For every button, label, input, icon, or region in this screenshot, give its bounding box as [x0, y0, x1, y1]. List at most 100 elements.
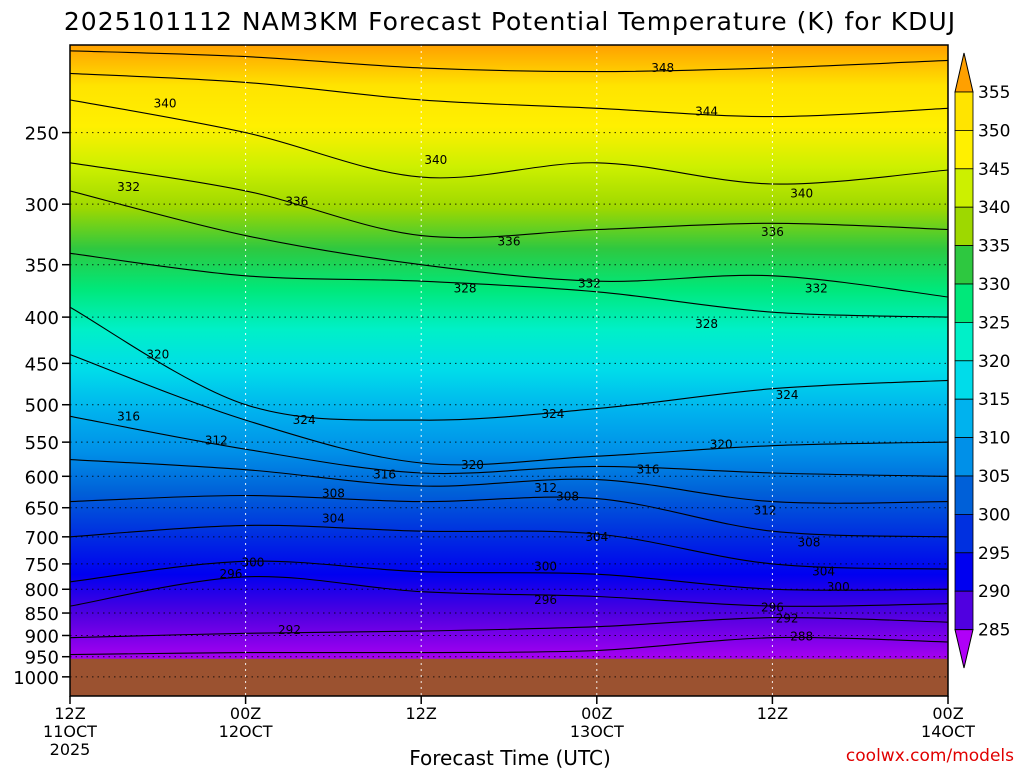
- colorbar-label: 305: [978, 467, 1010, 487]
- contour-label: 320: [461, 458, 484, 472]
- y-tick-label: 550: [25, 433, 59, 454]
- contour-label: 324: [293, 413, 316, 427]
- colorbar-swatch: [954, 321, 974, 362]
- colorbar-label: 315: [978, 390, 1010, 410]
- x-tick-label: 14OCT: [921, 722, 975, 741]
- contour-label: 300: [534, 560, 557, 574]
- isotherm-contours: [70, 50, 948, 656]
- contour-label: 320: [146, 348, 169, 362]
- colorbar-label: 300: [978, 505, 1010, 525]
- contour-label: 300: [241, 555, 264, 569]
- isotherm-332: [70, 190, 948, 298]
- colorbar-swatch: [954, 437, 974, 477]
- colorbar: 355 350 345 340 335 330 325 320 315 310 305 300 295 2…: [954, 52, 1010, 669]
- isotherm-320: [70, 353, 948, 466]
- x-tick-label: 13OCT: [570, 722, 624, 741]
- y-tick-label: 500: [25, 396, 59, 417]
- isotherm-308: [70, 494, 948, 538]
- colorbar-top-arrow: [954, 52, 974, 93]
- contour-label: 288: [790, 629, 813, 643]
- x-tick-label: 12Z: [406, 704, 437, 723]
- colorbar-label: 340: [978, 198, 1010, 218]
- contour-label: 344: [695, 105, 718, 119]
- y-tick-label: 900: [25, 626, 59, 647]
- y-tick-label: 700: [25, 528, 59, 549]
- colorbar-swatch: [954, 91, 974, 131]
- contour-label: 312: [534, 481, 557, 495]
- x-tick-label: 12Z: [54, 704, 85, 723]
- colorbar-swatch: [954, 283, 974, 323]
- isotherm-296: [70, 575, 948, 607]
- colorbar-label: 350: [978, 121, 1010, 141]
- x-tick-label: 12Z: [757, 704, 788, 723]
- isotherm-316: [70, 415, 948, 477]
- contour-label: 296: [534, 593, 557, 607]
- y-tick-label: 300: [25, 195, 59, 216]
- contour-label: 316: [373, 467, 396, 481]
- y-tick-label: 950: [25, 648, 59, 669]
- x-tick-label: 00Z: [581, 704, 612, 723]
- isotherm-344: [70, 72, 948, 118]
- y-tick-label: 350: [25, 256, 59, 277]
- y-tick-label: 750: [25, 555, 59, 576]
- contour-label: 304: [812, 565, 835, 579]
- colorbar-bottom-arrow: [954, 629, 974, 669]
- contour-label: 336: [285, 195, 308, 209]
- contour-label: 340: [790, 187, 813, 201]
- contour-label: 328: [454, 282, 477, 296]
- contour-label: 292: [278, 623, 301, 637]
- temperature-field: [70, 45, 948, 696]
- colorbar-swatch: [954, 245, 974, 285]
- isotherm-288: [70, 636, 948, 656]
- y-tick-label: 600: [25, 467, 59, 488]
- plot-frame: [69, 44, 949, 697]
- isotherm-304: [70, 524, 948, 570]
- colorbar-label: 290: [978, 582, 1010, 602]
- contour-label: 316: [637, 463, 660, 477]
- isotherm-324: [70, 306, 948, 421]
- contour-label: 312: [754, 504, 777, 518]
- colorbar-swatch: [954, 360, 974, 400]
- contour-label: 308: [556, 490, 579, 504]
- colorbar-label: 335: [978, 237, 1010, 257]
- credit-text: coolwx.com/models: [846, 746, 1014, 766]
- colorbar-label: 295: [978, 544, 1010, 564]
- contour-label: 308: [798, 535, 821, 549]
- y-tick-label: 250: [25, 124, 59, 145]
- contour-label: 292: [776, 612, 799, 626]
- contour-label: 300: [827, 580, 850, 594]
- contour-label: 312: [205, 434, 228, 448]
- y-tick-label: 450: [25, 354, 59, 375]
- contour-label: 328: [695, 317, 718, 331]
- colorbar-label: 345: [978, 160, 1010, 180]
- grid-lines: [70, 45, 948, 696]
- y-axis: 2503003504004505005506006507007508008509…: [13, 124, 70, 689]
- contour-label: 332: [117, 180, 140, 194]
- contour-label: 336: [498, 235, 521, 249]
- isotherm-328: [70, 252, 948, 318]
- contour-label: 324: [541, 407, 564, 421]
- x-tick-label: 12OCT: [219, 722, 273, 741]
- colorbar-label: 325: [978, 313, 1010, 333]
- colorbar-swatch: [954, 129, 974, 170]
- contour-label: 348: [651, 61, 674, 75]
- colorbar-label: 355: [978, 83, 1010, 103]
- isotherm-300: [70, 560, 948, 591]
- colorbar-label: 310: [978, 429, 1010, 449]
- y-tick-label: 1000: [13, 668, 59, 689]
- contour-label: 296: [220, 567, 243, 581]
- colorbar-swatch: [954, 398, 974, 439]
- contour-label: 296: [761, 600, 784, 614]
- colorbar-swatch: [954, 590, 974, 631]
- colorbar-swatch: [954, 206, 974, 246]
- y-tick-label: 850: [25, 604, 59, 625]
- contour-label: 340: [424, 153, 447, 167]
- contour-label: 308: [322, 487, 345, 501]
- chart-title: 2025101112 NAM3KM Forecast Potential Tem…: [64, 7, 956, 36]
- colorbar-swatch: [954, 168, 974, 208]
- y-tick-label: 800: [25, 580, 59, 601]
- contour-label: 320: [710, 437, 733, 451]
- y-tick-label: 650: [25, 499, 59, 520]
